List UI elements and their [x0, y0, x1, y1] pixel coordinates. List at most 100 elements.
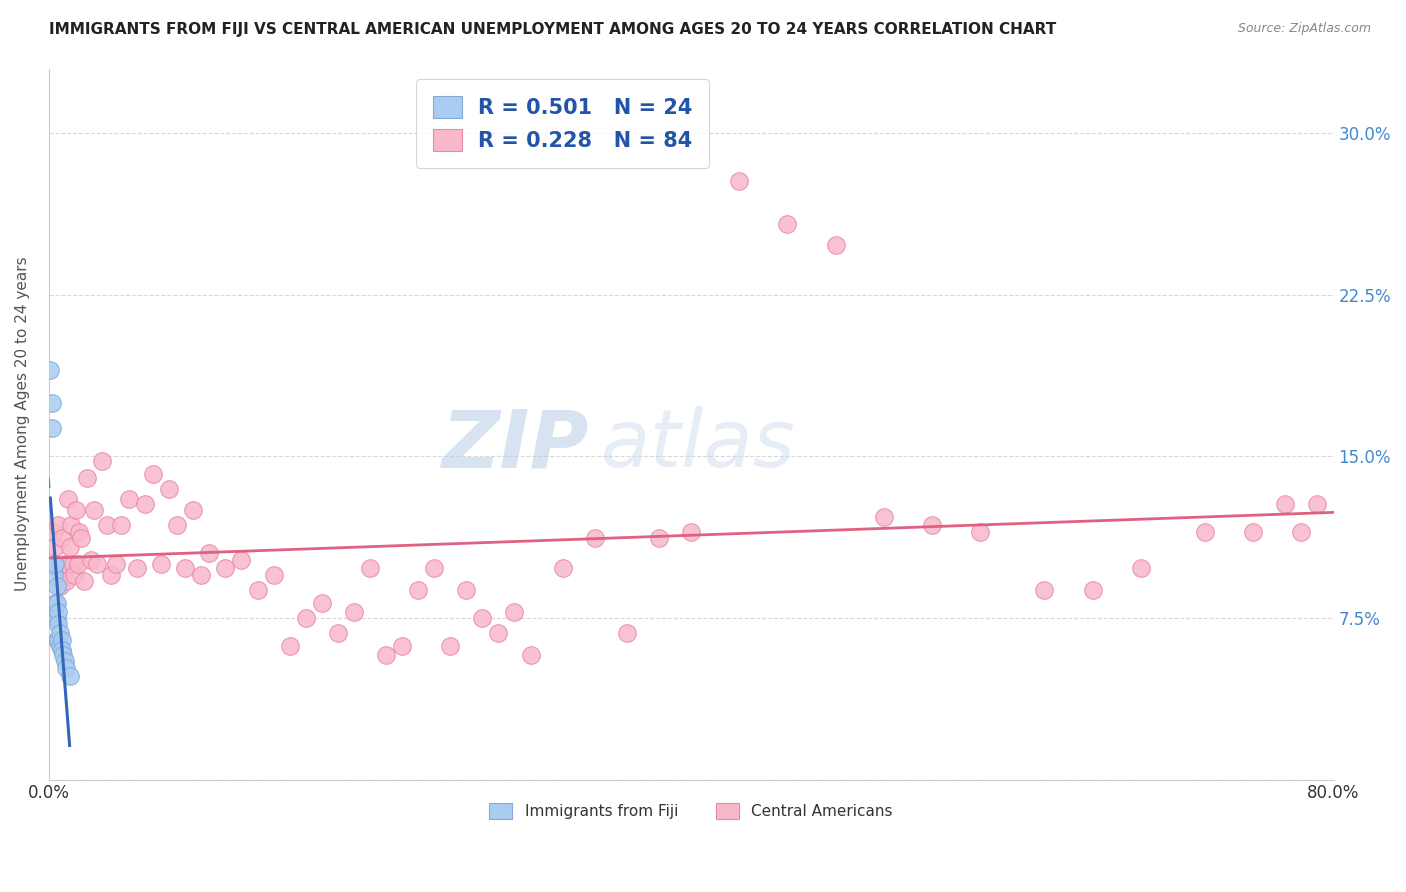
- Point: [181, 503, 204, 517]
- Point: [246, 582, 269, 597]
- Point: [134, 497, 156, 511]
- Point: [105, 557, 128, 571]
- Point: [45, 561, 67, 575]
- Legend: Immigrants from Fiji, Central Americans: Immigrants from Fiji, Central Americans: [484, 797, 898, 825]
- Point: [55, 574, 77, 589]
- Point: [48, 518, 70, 533]
- Point: [174, 561, 197, 575]
- Point: [311, 596, 333, 610]
- Point: [44, 596, 66, 610]
- Point: [65, 503, 87, 517]
- Point: [503, 605, 526, 619]
- Point: [1033, 582, 1056, 597]
- Point: [44, 611, 66, 625]
- Point: [294, 611, 316, 625]
- Point: [100, 568, 122, 582]
- Point: [423, 561, 446, 575]
- Point: [157, 482, 180, 496]
- Point: [73, 574, 96, 589]
- Point: [86, 557, 108, 571]
- Point: [278, 639, 301, 653]
- Point: [198, 546, 221, 560]
- Point: [150, 557, 173, 571]
- Point: [56, 492, 79, 507]
- Point: [42, 568, 65, 582]
- Point: [48, 605, 70, 619]
- Y-axis label: Unemployment Among Ages 20 to 24 years: Unemployment Among Ages 20 to 24 years: [15, 257, 30, 591]
- Point: [53, 654, 76, 668]
- Point: [76, 471, 98, 485]
- Point: [969, 524, 991, 539]
- Point: [326, 626, 349, 640]
- Point: [49, 639, 72, 653]
- Point: [70, 531, 93, 545]
- Point: [51, 531, 73, 545]
- Point: [439, 639, 461, 653]
- Point: [42, 557, 65, 571]
- Point: [48, 617, 70, 632]
- Point: [142, 467, 165, 481]
- Point: [42, 524, 65, 539]
- Point: [49, 579, 72, 593]
- Point: [375, 648, 398, 662]
- Point: [471, 611, 494, 625]
- Text: IMMIGRANTS FROM FIJI VS CENTRAL AMERICAN UNEMPLOYMENT AMONG AGES 20 TO 24 YEARS : IMMIGRANTS FROM FIJI VS CENTRAL AMERICAN…: [49, 22, 1056, 37]
- Point: [1129, 561, 1152, 575]
- Point: [776, 217, 799, 231]
- Point: [921, 518, 943, 533]
- Point: [49, 626, 72, 640]
- Point: [1274, 497, 1296, 511]
- Point: [1291, 524, 1313, 539]
- Point: [52, 648, 75, 662]
- Point: [63, 568, 86, 582]
- Point: [118, 492, 141, 507]
- Point: [42, 605, 65, 619]
- Point: [90, 453, 112, 467]
- Point: [1194, 524, 1216, 539]
- Point: [583, 531, 606, 545]
- Point: [83, 503, 105, 517]
- Point: [79, 553, 101, 567]
- Point: [66, 557, 89, 571]
- Point: [343, 605, 366, 619]
- Point: [44, 540, 66, 554]
- Point: [190, 568, 212, 582]
- Point: [359, 561, 381, 575]
- Point: [44, 557, 66, 571]
- Point: [1081, 582, 1104, 597]
- Point: [551, 561, 574, 575]
- Point: [48, 632, 70, 647]
- Point: [55, 660, 77, 674]
- Point: [519, 648, 541, 662]
- Point: [648, 531, 671, 545]
- Point: [391, 639, 413, 653]
- Point: [406, 582, 429, 597]
- Text: atlas: atlas: [602, 407, 796, 484]
- Point: [67, 524, 90, 539]
- Text: ZIP: ZIP: [441, 407, 588, 484]
- Point: [51, 632, 73, 647]
- Point: [1241, 524, 1264, 539]
- Point: [125, 561, 148, 575]
- Point: [681, 524, 703, 539]
- Point: [96, 518, 118, 533]
- Point: [60, 518, 83, 533]
- Point: [263, 568, 285, 582]
- Point: [214, 561, 236, 575]
- Point: [231, 553, 253, 567]
- Point: [616, 626, 638, 640]
- Point: [59, 669, 82, 683]
- Point: [166, 518, 188, 533]
- Point: [45, 579, 67, 593]
- Point: [110, 518, 132, 533]
- Point: [1306, 497, 1329, 511]
- Point: [456, 582, 478, 597]
- Text: Source: ZipAtlas.com: Source: ZipAtlas.com: [1237, 22, 1371, 36]
- Point: [486, 626, 509, 640]
- Point: [45, 596, 67, 610]
- Point: [728, 173, 751, 187]
- Point: [51, 643, 73, 657]
- Point: [45, 632, 67, 647]
- Point: [52, 568, 75, 582]
- Point: [45, 611, 67, 625]
